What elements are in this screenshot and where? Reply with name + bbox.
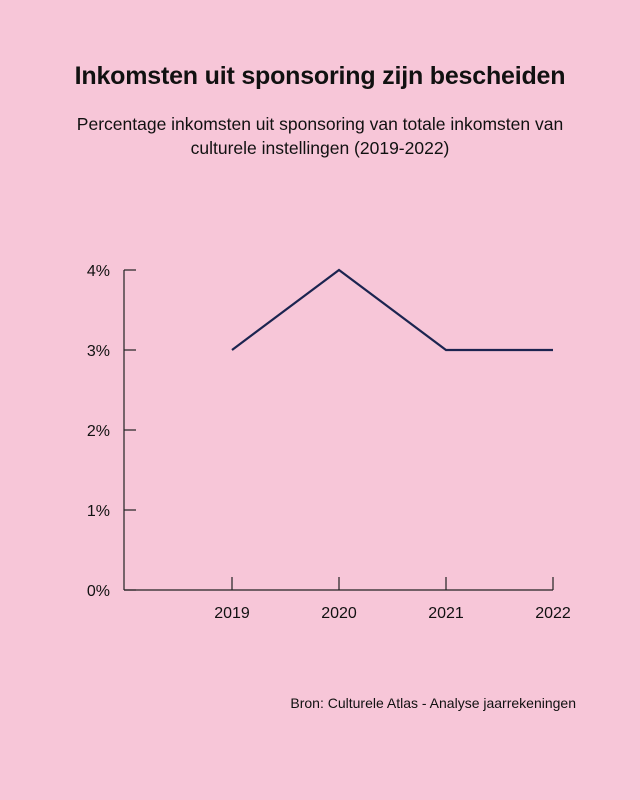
x-axis: 2019 2020 2021 2022 — [124, 577, 571, 622]
y-tick-label: 1% — [87, 503, 110, 520]
source-note: Bron: Culturele Atlas - Analyse jaarreke… — [290, 695, 576, 711]
chart-subtitle: Percentage inkomsten uit sponsoring van … — [76, 114, 564, 158]
y-tick-label: 0% — [87, 583, 110, 600]
y-tick-label: 4% — [87, 263, 110, 280]
x-tick-label: 2021 — [428, 605, 464, 622]
series-group — [231, 268, 554, 352]
y-axis: 0% 1% 2% 3% 4% — [87, 263, 136, 600]
x-tick-label: 2022 — [535, 605, 571, 622]
x-tick-label: 2019 — [214, 605, 250, 622]
chart-title: Inkomsten uit sponsoring zijn bescheiden — [74, 62, 566, 90]
y-tick-label: 2% — [87, 423, 110, 440]
x-tick-label: 2020 — [321, 605, 357, 622]
y-tick-label: 3% — [87, 343, 110, 360]
series-line — [231, 268, 553, 352]
